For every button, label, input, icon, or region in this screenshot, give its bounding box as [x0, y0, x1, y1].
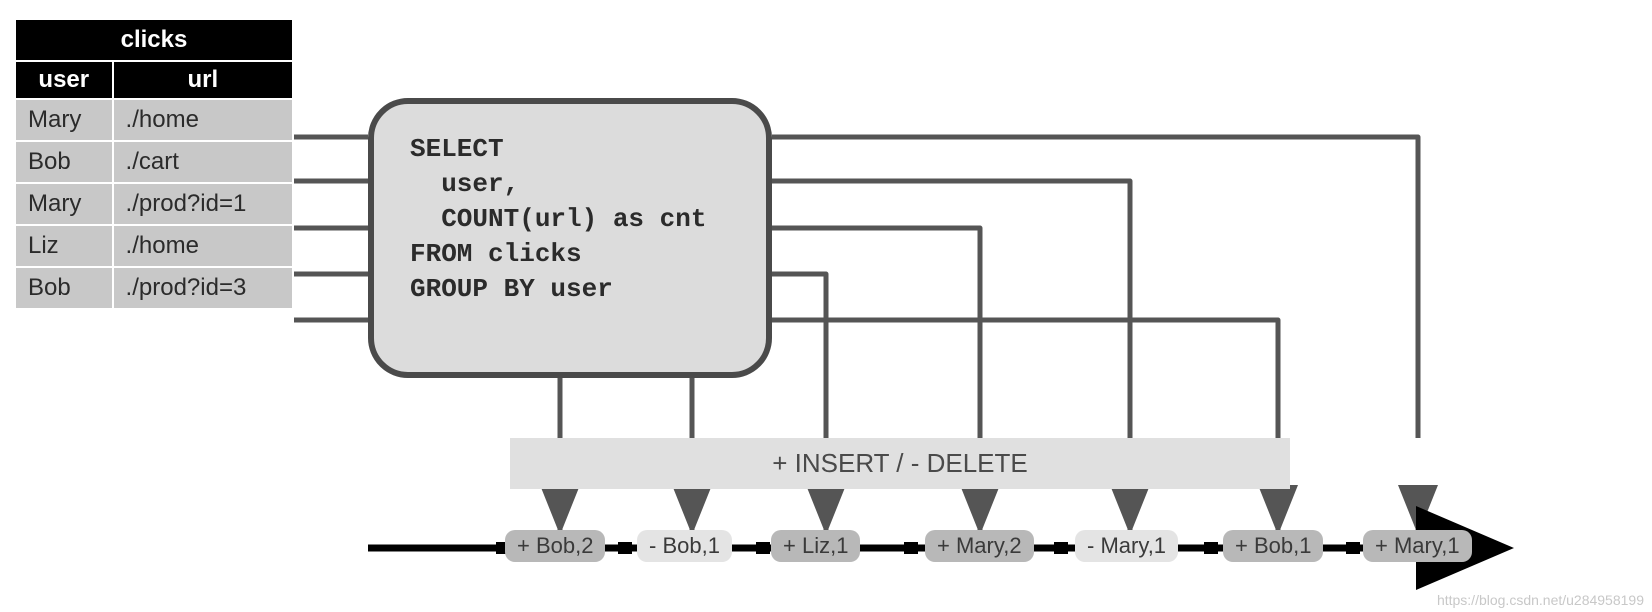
- table-row: Bob./cart: [15, 141, 293, 183]
- sql-query-box: SELECT user, COUNT(url) as cnt FROM clic…: [368, 98, 772, 378]
- table-row: Bob./prod?id=3: [15, 267, 293, 309]
- cell-user: Mary: [15, 99, 113, 141]
- output-event-pill: + Mary,2: [925, 530, 1034, 562]
- cell-url: ./prod?id=3: [113, 267, 293, 309]
- clicks-table: clicks user url Mary./homeBob./cartMary.…: [14, 18, 294, 310]
- table-row: Mary./prod?id=1: [15, 183, 293, 225]
- output-event-pill: + Bob,2: [505, 530, 605, 562]
- cell-url: ./prod?id=1: [113, 183, 293, 225]
- cell-url: ./home: [113, 99, 293, 141]
- legend-bar: + INSERT / - DELETE: [510, 438, 1290, 489]
- legend-text: + INSERT / - DELETE: [772, 448, 1028, 478]
- output-event-pill: + Mary,1: [1363, 530, 1472, 562]
- cell-user: Liz: [15, 225, 113, 267]
- cell-url: ./cart: [113, 141, 293, 183]
- table-row: Liz./home: [15, 225, 293, 267]
- table-row: Mary./home: [15, 99, 293, 141]
- watermark: https://blog.csdn.net/u284958199: [1437, 592, 1644, 608]
- col-header-user: user: [15, 61, 113, 99]
- cell-url: ./home: [113, 225, 293, 267]
- table-title: clicks: [15, 19, 293, 61]
- cell-user: Mary: [15, 183, 113, 225]
- output-event-pill: - Bob,1: [637, 530, 732, 562]
- cell-user: Bob: [15, 141, 113, 183]
- output-event-pill: + Liz,1: [771, 530, 860, 562]
- col-header-url: url: [113, 61, 293, 99]
- output-event-pill: - Mary,1: [1075, 530, 1178, 562]
- output-event-pill: + Bob,1: [1223, 530, 1323, 562]
- cell-user: Bob: [15, 267, 113, 309]
